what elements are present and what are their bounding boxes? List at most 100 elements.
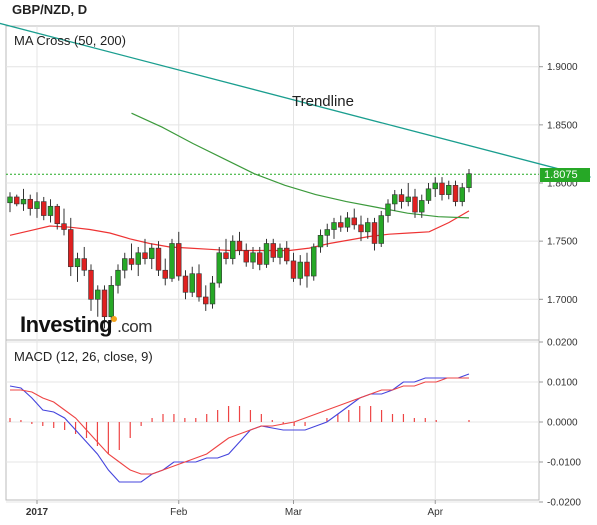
candle-body: [230, 240, 236, 259]
price-panel-label: MA Cross (50, 200): [14, 33, 126, 48]
candle-body: [162, 269, 168, 279]
candle-body: [425, 188, 432, 201]
candle-body: [419, 200, 425, 213]
signal-line: [10, 377, 469, 475]
last-price-tag: 1.8075: [540, 168, 590, 182]
candle-body: [385, 203, 391, 216]
candle-body: [351, 217, 357, 226]
date-tick-label: Feb: [170, 507, 188, 518]
candle-body: [115, 269, 121, 286]
moving-averages: [0, 22, 591, 252]
candle-body: [142, 252, 148, 259]
candle-body: [61, 223, 67, 230]
candle-body: [74, 258, 81, 268]
candle-body: [331, 222, 337, 230]
candle-body: [236, 240, 243, 251]
date-tick-label: Apr: [427, 507, 443, 518]
price-tick-label: 1.7500: [547, 237, 578, 248]
ma200-line: [131, 112, 470, 219]
date-tick-label: Mar: [285, 507, 303, 518]
candle-body: [324, 229, 330, 236]
candle-body: [203, 296, 209, 305]
macd-tick-label: -0.0100: [547, 458, 581, 469]
candle-body: [182, 275, 189, 293]
candle-body: [68, 229, 74, 268]
candle-body: [270, 243, 276, 258]
candle-body: [128, 258, 135, 265]
candle-body: [459, 187, 465, 202]
price-tick-label: 1.7000: [547, 295, 578, 306]
candle-body: [88, 269, 94, 300]
candle-body: [466, 173, 472, 188]
candle-body: [297, 261, 303, 279]
candle-body: [149, 247, 155, 259]
chart-title: GBP/NZD, D: [12, 2, 88, 17]
candle-body: [81, 258, 87, 271]
price-tick-label: 1.9000: [547, 62, 578, 73]
macd-panel-label: MACD (12, 26, close, 9): [14, 349, 153, 364]
candle-body: [284, 247, 290, 262]
candle-body: [290, 260, 297, 279]
candle-body: [27, 198, 33, 209]
macd-tick-label: 0.0100: [547, 378, 578, 389]
candle-body: [344, 217, 351, 228]
candle-body: [439, 182, 445, 195]
candle-body: [317, 235, 324, 248]
price-tick-label: 1.8500: [547, 120, 578, 131]
macd-series: [9, 373, 470, 483]
macd-line: [9, 373, 470, 483]
candle-body: [412, 196, 418, 213]
candle-body: [452, 185, 459, 202]
candle-body: [243, 250, 249, 263]
candle-body: [277, 247, 283, 258]
price-axis-ticks: 1.7000 1.7500 1.8000 1.8500 1.9000 -0.0200 -0.…: [539, 62, 581, 509]
candle-body: [122, 258, 128, 271]
candle-body: [41, 201, 47, 216]
candle-body: [311, 246, 317, 277]
candle-body: [101, 289, 108, 318]
candle-body: [14, 196, 20, 205]
date-tick-label: 2017: [26, 507, 49, 518]
candle-body: [155, 247, 162, 271]
logo-suffix: .com: [117, 317, 152, 336]
candle-body: [392, 194, 398, 205]
candle-body: [371, 222, 378, 244]
logo-brand: Investing: [20, 312, 113, 337]
candle-body: [216, 252, 222, 284]
candle-body: [398, 194, 405, 202]
candle-body: [176, 243, 182, 277]
investing-logo: Investing .com: [20, 312, 152, 338]
macd-tick-label: -0.0200: [547, 498, 581, 509]
candle-body: [358, 224, 364, 233]
date-axis-ticks: 2017 Feb Mar Apr: [26, 500, 444, 518]
candle-body: [304, 261, 310, 277]
candle-body: [432, 182, 438, 190]
candle-body: [365, 222, 371, 233]
macd-tick-label: 0.0200: [547, 338, 578, 349]
trendline: [0, 22, 591, 178]
candles: [7, 169, 472, 329]
candle-body: [95, 289, 101, 300]
trendline-annotation: Trendline: [292, 93, 354, 110]
candle-body: [20, 198, 27, 205]
candle-body: [223, 252, 229, 259]
candle-body: [338, 222, 344, 228]
candle-body: [196, 273, 202, 298]
candle-body: [54, 205, 60, 225]
candle-body: [446, 185, 452, 195]
candle-body: [169, 243, 175, 279]
candle-body: [263, 243, 270, 265]
candle-body: [189, 273, 195, 293]
candle-body: [34, 201, 40, 209]
candle-body: [47, 205, 54, 216]
candle-body: [250, 252, 256, 263]
price-tick-label: 1.8000: [547, 179, 578, 190]
candle-body: [135, 252, 141, 265]
candle-body: [405, 196, 411, 202]
candle-body: [257, 252, 263, 265]
macd-tick-label: 0.0000: [547, 418, 578, 429]
candle-body: [209, 282, 216, 305]
candle-body: [378, 215, 384, 244]
candle-body: [7, 196, 13, 204]
